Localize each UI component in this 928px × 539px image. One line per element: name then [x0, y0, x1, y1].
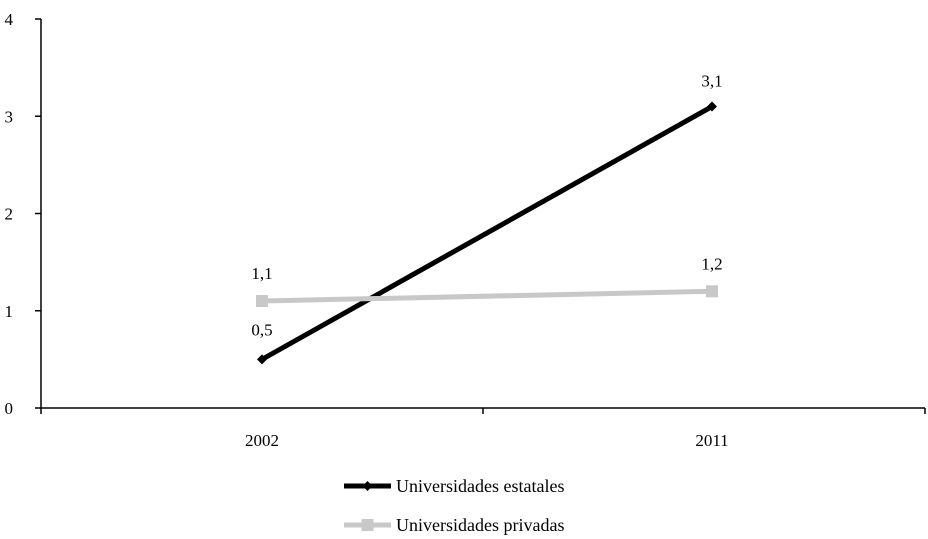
- series-line-estatales: [259, 104, 715, 362]
- data-label: 1,1: [251, 264, 272, 283]
- axes: 0 1 2 3 4 2002 2011: [5, 10, 926, 450]
- data-label: 1,2: [701, 254, 722, 273]
- data-point-diamond: [257, 354, 267, 365]
- x-tick-label: 2011: [695, 431, 728, 450]
- y-tick-label: 0: [5, 399, 14, 418]
- legend: Universidades estatales Universidades pri…: [344, 476, 564, 535]
- data-point-square: [706, 285, 718, 298]
- legend-label: Universidades privadas: [396, 515, 564, 535]
- data-labels: 0,5 3,1 1,1 1,2: [251, 72, 722, 340]
- x-tick-label: 2002: [245, 431, 279, 450]
- data-point-diamond: [707, 101, 717, 112]
- data-label: 0,5: [251, 320, 272, 339]
- legend-label: Universidades estatales: [396, 476, 564, 496]
- series-line-privadas: [259, 288, 715, 304]
- y-tick-label: 2: [5, 205, 14, 224]
- legend-marker-diamond: [362, 481, 373, 491]
- legend-marker-square: [361, 519, 374, 531]
- data-label: 3,1: [701, 72, 722, 91]
- series-lines: [256, 101, 718, 365]
- y-tick-label: 3: [5, 107, 14, 126]
- y-tick-label: 4: [5, 10, 14, 29]
- data-point-square: [256, 295, 268, 308]
- y-tick-label: 1: [5, 302, 14, 321]
